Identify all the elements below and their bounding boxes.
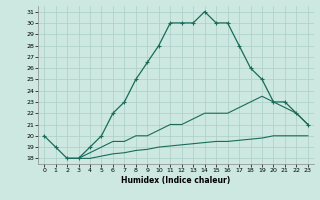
X-axis label: Humidex (Indice chaleur): Humidex (Indice chaleur) — [121, 176, 231, 185]
